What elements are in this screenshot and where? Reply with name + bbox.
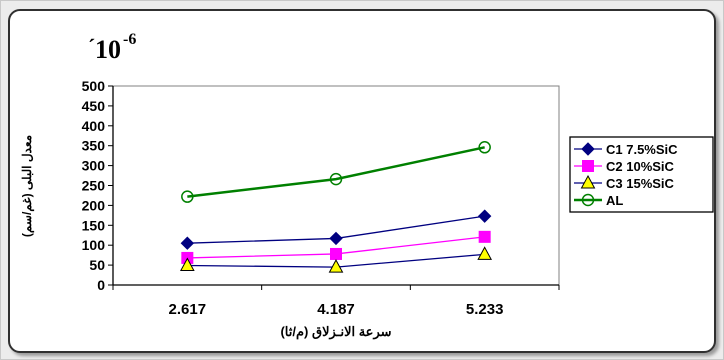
x-tick-label: 4.187 xyxy=(317,301,355,318)
x-ticks: 2.617 4.187 5.233 xyxy=(112,285,560,318)
legend-label: AL xyxy=(606,193,623,208)
data-point xyxy=(477,209,492,223)
data-point xyxy=(478,141,491,154)
data-point xyxy=(478,230,491,243)
data-point xyxy=(581,142,595,156)
series-4 xyxy=(181,141,491,203)
x-tick-label: 5.233 xyxy=(466,301,504,318)
data-point xyxy=(329,172,343,186)
scale-base: 10 xyxy=(95,35,121,64)
y-tick-label: 100 xyxy=(82,237,106,253)
data-point xyxy=(582,160,594,172)
data-point xyxy=(180,236,195,250)
series-layer xyxy=(179,141,493,273)
legend-item: C2 10%SiC xyxy=(574,159,675,174)
data-point xyxy=(330,247,342,260)
legend-label: C1 7.5%SiC xyxy=(606,142,678,157)
legend-item: AL xyxy=(574,193,623,208)
y-axis-title: معدل البلى (غم/سم) xyxy=(20,135,35,237)
y-tick-label: 200 xyxy=(82,197,106,213)
y-tick-label: 400 xyxy=(82,118,106,134)
data-point xyxy=(181,190,194,203)
data-point xyxy=(580,174,596,189)
y-tick-label: 500 xyxy=(82,78,106,94)
y-tick-label: 250 xyxy=(82,178,106,194)
x-axis-title: سرعة الانـزلاق (م/ثا) xyxy=(280,324,391,340)
x-tick-label: 2.617 xyxy=(169,301,207,318)
y-tick-label: 150 xyxy=(82,217,106,233)
data-point xyxy=(477,246,493,260)
y-tick-label: 450 xyxy=(82,98,106,114)
legend-item: C3 15%SiC xyxy=(574,174,675,191)
legend-label: C2 10%SiC xyxy=(606,159,675,174)
y-tick-label: 350 xyxy=(82,138,106,154)
legend-label: C3 15%SiC xyxy=(606,176,675,191)
legend: C1 7.5%SiC C2 10%SiC C3 15%SiC AL xyxy=(569,136,714,213)
series-line xyxy=(187,146,485,198)
data-point xyxy=(328,259,344,273)
y-tick-label: 50 xyxy=(89,257,105,273)
scale-exponent: -6 xyxy=(123,31,136,48)
legend-item: C1 7.5%SiC xyxy=(574,142,678,157)
scale-prefix: ´ xyxy=(88,34,95,59)
y-tick-label: 300 xyxy=(82,158,106,174)
data-point xyxy=(329,231,343,246)
data-point xyxy=(179,257,195,271)
y-tick-label: 0 xyxy=(97,277,105,293)
series-1 xyxy=(180,209,492,250)
data-point xyxy=(581,193,595,207)
series-3 xyxy=(179,246,493,273)
y-ticks: 0 50 100 150 200 250 300 350 400 450 500 xyxy=(82,78,113,293)
